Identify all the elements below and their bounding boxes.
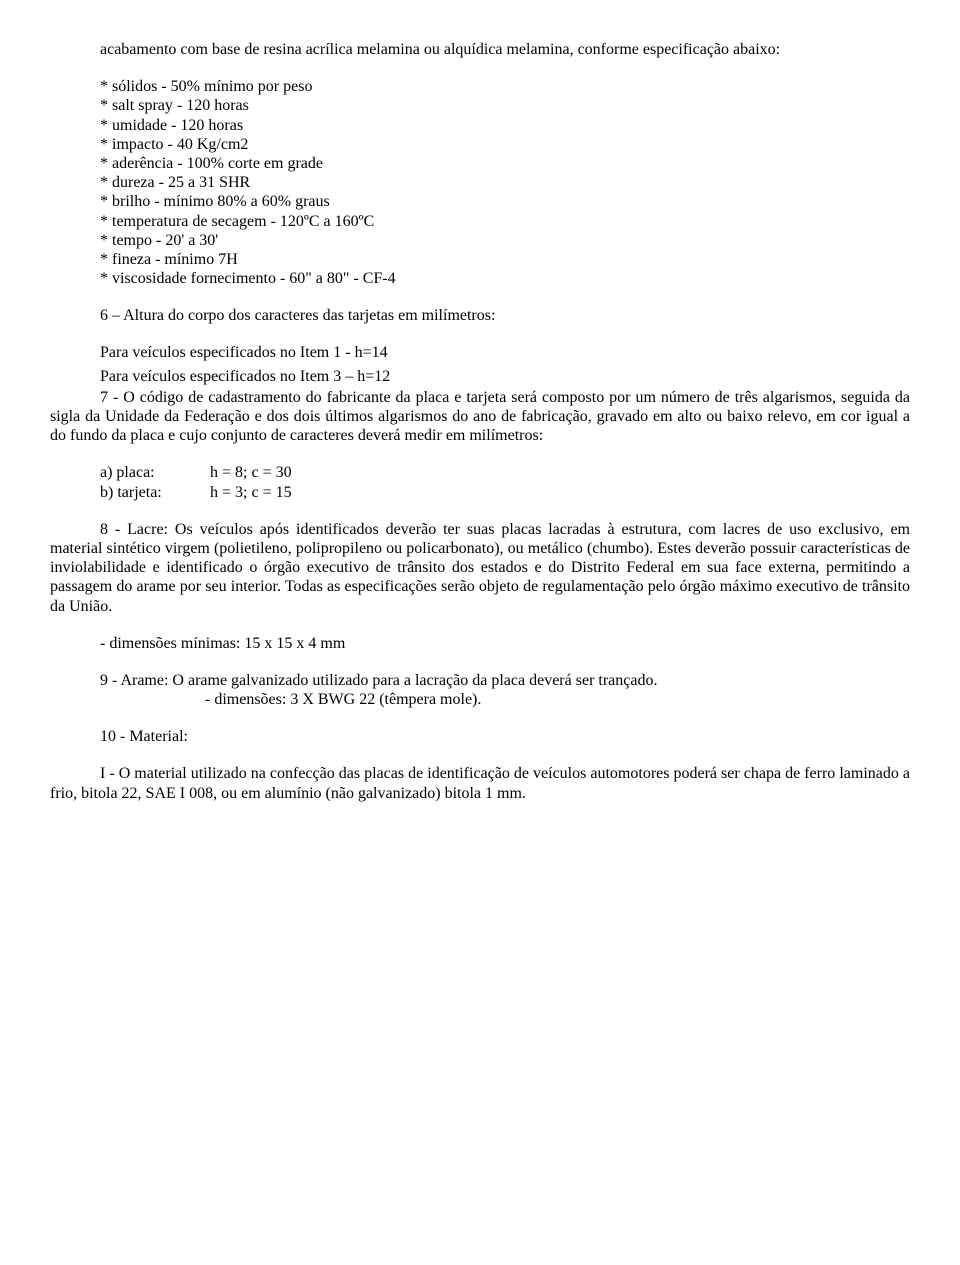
item-7-paragraph: Para veículos especificados no Item 3 – … xyxy=(50,367,910,446)
spec-item: * tempo - 20' a 30' xyxy=(100,231,910,250)
table-cell-value: h = 3; c = 15 xyxy=(210,483,910,502)
item-10-text: 10 - Material: xyxy=(100,728,188,745)
para-vehicle-3-text: Para veículos especificados no Item 3 – … xyxy=(50,367,910,386)
spec-item: * sólidos - 50% mínimo por peso xyxy=(100,77,910,96)
dim-min-text: - dimensões mínimas: 15 x 15 x 4 mm xyxy=(100,635,345,652)
table-row: a) placa: h = 8; c = 30 xyxy=(100,463,910,482)
intro-paragraph: acabamento com base de resina acrílica m… xyxy=(50,40,910,59)
spec-item: * aderência - 100% corte em grade xyxy=(100,154,910,173)
spec-list: * sólidos - 50% mínimo por peso * salt s… xyxy=(50,77,910,288)
item-7-text: 7 - O código de cadastramento do fabrica… xyxy=(50,388,910,446)
para-vehicle-1-text: Para veículos especificados no Item 1 - … xyxy=(100,344,388,361)
item-8-paragraph: 8 - Lacre: Os veículos após identificado… xyxy=(50,520,910,616)
spec-item: * temperatura de secagem - 120ºC a 160ºC xyxy=(100,212,910,231)
item-9-dim-text: - dimensões: 3 X BWG 22 (têmpera mole). xyxy=(205,691,481,708)
item-6-text: 6 – Altura do corpo dos caracteres das t… xyxy=(100,307,495,324)
spec-item: * brilho - mínimo 80% a 60% graus xyxy=(100,192,910,211)
table-cell-label: a) placa: xyxy=(100,463,210,482)
item-8-text: 8 - Lacre: Os veículos após identificado… xyxy=(50,521,910,615)
item-6: 6 – Altura do corpo dos caracteres das t… xyxy=(50,306,910,325)
para-vehicle-1: Para veículos especificados no Item 1 - … xyxy=(50,343,910,362)
spec-item: * dureza - 25 a 31 SHR xyxy=(100,173,910,192)
spec-item: * impacto - 40 Kg/cm2 xyxy=(100,135,910,154)
spec-item: * viscosidade fornecimento - 60" a 80" -… xyxy=(100,269,910,288)
item-10-line: 10 - Material: xyxy=(50,727,910,746)
spec-item: * umidade - 120 horas xyxy=(100,116,910,135)
spec-item: * salt spray - 120 horas xyxy=(100,96,910,115)
table-cell-value: h = 8; c = 30 xyxy=(210,463,910,482)
dimensions-table: a) placa: h = 8; c = 30 b) tarjeta: h = … xyxy=(50,463,910,501)
item-9-text: 9 - Arame: O arame galvanizado utilizado… xyxy=(100,672,657,689)
item-9-line: 9 - Arame: O arame galvanizado utilizado… xyxy=(50,671,910,690)
item-9-dim-line: - dimensões: 3 X BWG 22 (têmpera mole). xyxy=(50,690,910,709)
item-I-paragraph: I - O material utilizado na confecção da… xyxy=(50,764,910,802)
spec-item: * fineza - mínimo 7H xyxy=(100,250,910,269)
table-cell-label: b) tarjeta: xyxy=(100,483,210,502)
intro-text: acabamento com base de resina acrílica m… xyxy=(50,41,780,58)
item-I-text: I - O material utilizado na confecção da… xyxy=(50,765,910,801)
table-row: b) tarjeta: h = 3; c = 15 xyxy=(100,483,910,502)
dim-min-line: - dimensões mínimas: 15 x 15 x 4 mm xyxy=(50,634,910,653)
